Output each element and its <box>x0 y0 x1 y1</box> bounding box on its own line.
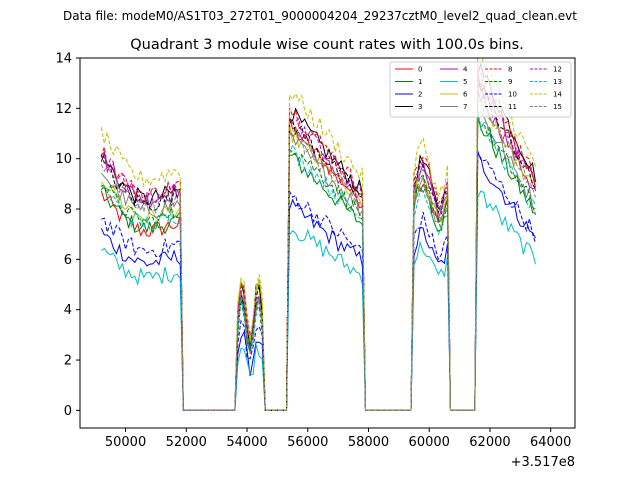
x-tick-label: 58000 <box>348 435 389 450</box>
x-tick-label: 64000 <box>530 435 571 450</box>
x-tick-label: 52000 <box>166 435 207 450</box>
series-line-1 <box>101 117 536 411</box>
x-tick-label: 60000 <box>409 435 450 450</box>
legend-label-4: 4 <box>463 66 468 74</box>
chart-title: Quadrant 3 module wise count rates with … <box>130 37 524 53</box>
legend-label-10: 10 <box>508 91 517 99</box>
series-line-15 <box>100 88 536 411</box>
series-line-0 <box>100 73 536 411</box>
x-tick-label: 54000 <box>226 435 267 450</box>
legend-label-5: 5 <box>463 78 467 86</box>
legend-label-12: 12 <box>553 66 562 74</box>
y-tick-label: 6 <box>64 253 72 268</box>
legend-label-9: 9 <box>508 78 512 86</box>
legend-label-2: 2 <box>418 91 422 99</box>
series-line-14 <box>100 58 536 411</box>
legend-label-11: 11 <box>508 103 517 111</box>
legend-label-1: 1 <box>418 78 422 86</box>
axes-frame <box>79 57 576 429</box>
y-tick-label: 12 <box>55 102 72 117</box>
y-tick-label: 0 <box>64 404 72 419</box>
series-line-10 <box>101 151 536 411</box>
y-tick-label: 2 <box>64 354 72 369</box>
series-line-8 <box>100 66 536 411</box>
x-offset-label: +3.517e8 <box>511 455 575 470</box>
legend-label-7: 7 <box>463 103 467 111</box>
x-tick-label: 56000 <box>287 435 328 450</box>
series-layer <box>100 58 536 411</box>
y-tick-label: 4 <box>64 303 72 318</box>
chart-suptitle: Data file: modeM0/AS1T03_272T01_90000042… <box>63 9 577 23</box>
y-tick-label: 8 <box>64 203 72 218</box>
legend-label-0: 0 <box>418 66 422 74</box>
legend-label-8: 8 <box>508 66 512 74</box>
series-line-7 <box>100 111 536 411</box>
legend-label-15: 15 <box>553 103 562 111</box>
legend-label-6: 6 <box>463 91 468 99</box>
x-axis: 50000 52000 54000 56000 58000 60000 62000 64000 <box>105 428 571 450</box>
legend-label-14: 14 <box>553 91 562 99</box>
y-tick-label: 10 <box>55 152 72 167</box>
x-tick-label: 62000 <box>469 435 510 450</box>
legend-label-13: 13 <box>553 78 562 86</box>
y-axis: 0 2 4 6 8 10 12 14 <box>55 52 80 419</box>
legend-label-3: 3 <box>418 103 422 111</box>
x-tick-label: 50000 <box>105 435 146 450</box>
y-tick-label: 14 <box>55 52 72 67</box>
series-line-13 <box>100 111 536 411</box>
series-line-9 <box>100 112 536 411</box>
legend-box <box>389 61 572 118</box>
